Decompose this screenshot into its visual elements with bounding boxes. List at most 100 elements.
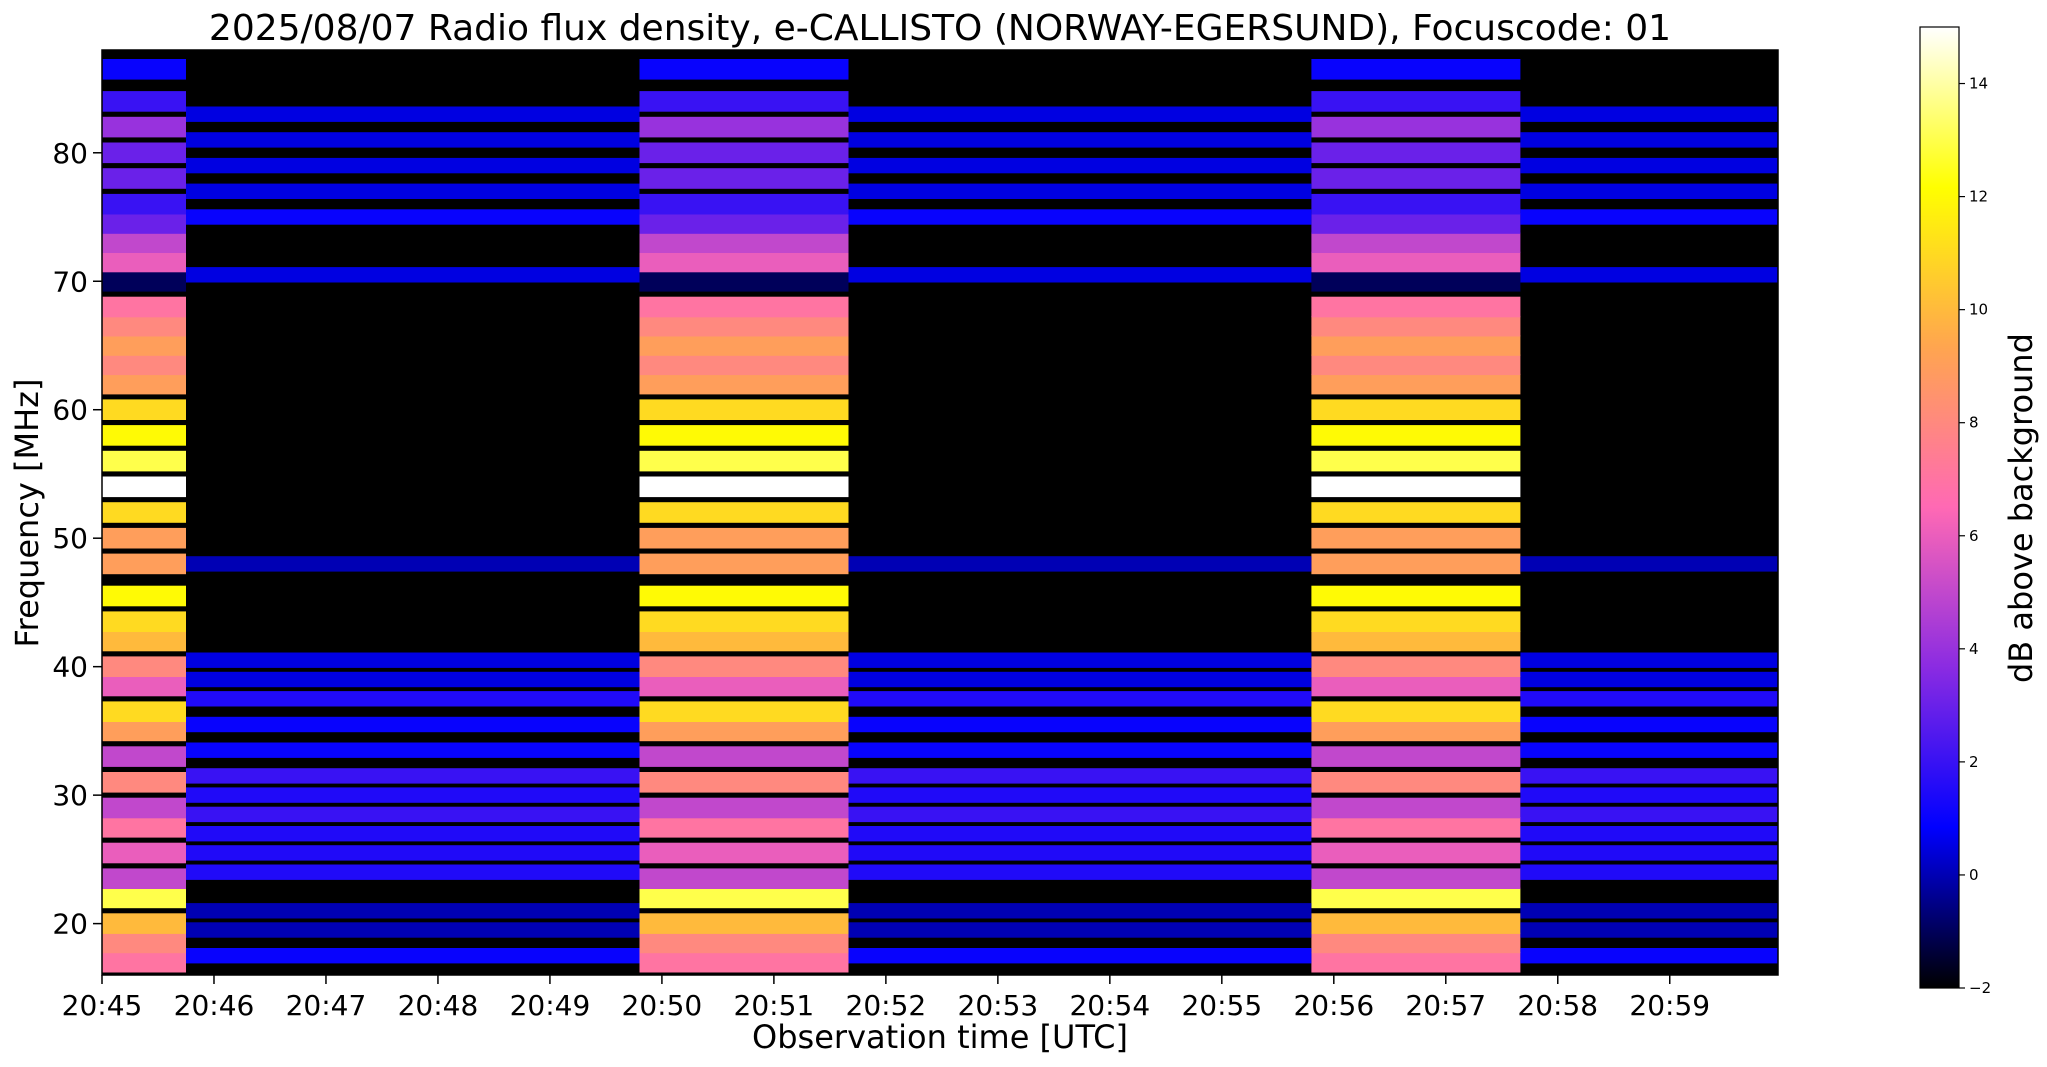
bright-band-cell: [639, 213, 849, 234]
bright-band-cell: [1311, 797, 1521, 819]
quiet-band-cell: [848, 768, 1312, 784]
bright-band-cell: [102, 296, 186, 318]
quiet-band-cell: [1520, 826, 1778, 842]
quiet-band-cell: [848, 742, 1312, 758]
y-tick-label: 30: [52, 779, 88, 812]
x-tick-label: 20:57: [1405, 989, 1486, 1022]
x-tick-label: 20:54: [1069, 989, 1150, 1022]
bright-band-cell: [1311, 675, 1521, 697]
quiet-band-cell: [186, 691, 640, 707]
bright-band-cell: [639, 373, 849, 395]
quiet-band-cell: [186, 157, 640, 174]
bright-band-cell: [639, 656, 849, 677]
bright-band-cell: [102, 913, 186, 934]
x-tick-label: 20:45: [62, 989, 143, 1022]
bright-band-cell: [639, 354, 849, 376]
bright-band-cell: [1311, 611, 1521, 632]
bright-band-cell: [102, 797, 186, 819]
x-tick-label: 20:48: [398, 989, 479, 1022]
x-tick-label: 20:46: [174, 989, 255, 1022]
bright-band-cell: [639, 951, 849, 973]
bright-band-cell: [102, 251, 186, 273]
quiet-band-cell: [186, 652, 640, 668]
bright-band-cell: [102, 701, 186, 722]
bright-band-cell: [639, 585, 849, 607]
quiet-band-cell: [1520, 742, 1778, 758]
bright-band-cell: [1311, 476, 1521, 498]
quiet-band-cell: [848, 864, 1312, 880]
bright-band-cell: [102, 868, 186, 889]
bright-band-cell: [1311, 271, 1521, 292]
colorbar-tick-label: 12: [1969, 188, 1988, 206]
bright-band-cell: [102, 553, 186, 575]
quiet-band-cell: [848, 691, 1312, 707]
bright-band-cell: [1311, 842, 1521, 864]
bright-band-cell: [639, 116, 849, 138]
bright-band-cell: [1311, 701, 1521, 722]
y-tick-label: 20: [52, 908, 88, 941]
bright-band-cell: [102, 232, 186, 253]
x-tick-label: 20:56: [1293, 989, 1374, 1022]
colorbar-tick-label: 8: [1969, 414, 1979, 432]
quiet-band-cell: [848, 652, 1312, 668]
y-tick-label: 70: [52, 265, 88, 298]
quiet-band-cell: [186, 132, 640, 148]
quiet-band-cell: [186, 864, 640, 880]
bright-band-cell: [639, 913, 849, 934]
bright-band-cell: [102, 450, 186, 472]
colorbar-tick-label: 2: [1969, 753, 1979, 771]
bright-band-cell: [1311, 335, 1521, 356]
quiet-band-cell: [186, 768, 640, 784]
colorbar-frame: [1919, 26, 1960, 989]
quiet-band-cell: [1520, 716, 1778, 733]
quiet-band-cell: [1520, 806, 1778, 823]
bright-band-cell: [1311, 251, 1521, 273]
bright-band-cell: [102, 502, 186, 523]
quiet-band-cell: [1520, 691, 1778, 707]
colorbar-gradient: [1920, 27, 1959, 988]
quiet-band-cell: [848, 806, 1312, 823]
bright-band-cell: [1311, 373, 1521, 395]
quiet-band-cell: [186, 948, 640, 964]
bright-band-cell: [1311, 868, 1521, 889]
quiet-band-cell: [1520, 209, 1778, 225]
bright-band-cell: [639, 675, 849, 697]
quiet-band-cell: [186, 183, 640, 199]
quiet-band-cell: [186, 556, 640, 572]
bright-band-cell: [102, 116, 186, 138]
quiet-band-cell: [1520, 556, 1778, 572]
bright-band-cell: [1311, 91, 1521, 112]
quiet-band-cell: [186, 845, 640, 861]
bright-band-cell: [1311, 354, 1521, 376]
bright-band-cell: [102, 772, 186, 793]
bright-band-cell: [639, 59, 849, 80]
bright-band-cell: [639, 335, 849, 356]
quiet-band-cell: [848, 787, 1312, 803]
bright-band-cell: [102, 656, 186, 677]
x-tick-label: 20:52: [846, 989, 927, 1022]
bright-band-cell: [1311, 630, 1521, 652]
bright-band-cell: [1311, 232, 1521, 253]
bright-band-cell: [1311, 720, 1521, 742]
quiet-band-cell: [1520, 652, 1778, 668]
quiet-band-cell: [1520, 922, 1778, 938]
bright-band-cell: [1311, 296, 1521, 318]
bright-band-cell: [102, 842, 186, 864]
bright-band-cell: [102, 720, 186, 742]
bright-band-cell: [102, 585, 186, 607]
bright-band-cell: [102, 630, 186, 652]
bright-band-cell: [639, 271, 849, 292]
quiet-band-cell: [848, 132, 1312, 148]
bright-band-cell: [639, 746, 849, 767]
bright-band-cell: [1311, 315, 1521, 337]
bright-band-cell: [639, 842, 849, 864]
bright-band-cell: [1311, 213, 1521, 234]
quiet-band-cell: [1520, 845, 1778, 861]
quiet-band-cell: [1520, 787, 1778, 803]
bright-band-cell: [1311, 527, 1521, 549]
x-tick-label: 20:53: [958, 989, 1039, 1022]
bright-band-cell: [102, 476, 186, 498]
bright-band-cell: [1311, 553, 1521, 575]
y-tick-label: 80: [52, 137, 88, 170]
